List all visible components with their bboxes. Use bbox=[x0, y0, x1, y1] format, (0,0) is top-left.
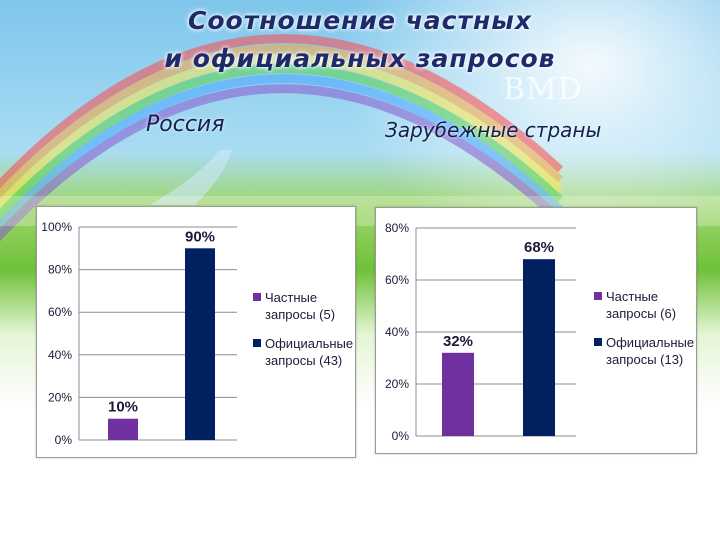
russia-y-tick-label: 40% bbox=[48, 348, 72, 362]
russia-y-tick-label: 60% bbox=[48, 305, 72, 319]
russia-bar-official bbox=[185, 248, 215, 440]
legend-label-official-line-2: запросы (43) bbox=[265, 353, 343, 368]
russia-y-tick-label: 80% bbox=[48, 263, 72, 277]
foreign-chart-panel: 0% 20% 40% 60% 80% 32% 68% Частные запросы (6)… bbox=[375, 207, 697, 454]
foreign-y-tick-label: 60% bbox=[385, 273, 409, 287]
foreign-bar-official bbox=[523, 259, 555, 436]
legend-label-private-line-1: Частные bbox=[606, 289, 659, 304]
foreign-y-tick-label: 80% bbox=[385, 221, 409, 235]
russia-bar-chart: 0% 20% 40% 60% 80% 100% 10% 90% bbox=[41, 220, 237, 447]
slide-title-line-1: Соотношение частных bbox=[188, 6, 532, 35]
russia-data-label: 90% bbox=[185, 228, 215, 245]
foreign-y-tick-label: 20% bbox=[385, 377, 409, 391]
legend-label-official-line-1: Официальные bbox=[265, 336, 354, 351]
legend-swatch-official bbox=[253, 339, 261, 347]
foreign-y-tick-label: 0% bbox=[392, 429, 410, 443]
legend-item-private: Частные запросы (6) bbox=[594, 288, 694, 322]
foreign-data-label: 32% bbox=[443, 333, 473, 350]
legend-item-official: Официальные запросы (13) bbox=[594, 334, 694, 368]
foreign-data-label: 68% bbox=[524, 239, 554, 256]
legend-item-private: Частные запросы (5) bbox=[253, 289, 353, 323]
legend-swatch-official bbox=[594, 338, 602, 346]
russia-y-tick-label: 0% bbox=[55, 433, 73, 447]
legend-label-private-line-2: запросы (6) bbox=[606, 306, 677, 321]
russia-data-label: 10% bbox=[108, 399, 138, 416]
legend-label-private-line-2: запросы (5) bbox=[265, 307, 336, 322]
legend-label-official-line-1: Официальные bbox=[606, 335, 695, 350]
russia-subtitle: Россия bbox=[146, 112, 225, 137]
legend-item-official: Официальные запросы (43) bbox=[253, 335, 353, 369]
bmd-logo: BMD bbox=[503, 72, 583, 107]
foreign-countries-subtitle: Зарубежные страны bbox=[385, 118, 602, 142]
legend-swatch-private bbox=[594, 292, 602, 300]
foreign-bar-chart: 0% 20% 40% 60% 80% 32% 68% bbox=[385, 221, 576, 443]
russia-y-tick-label: 20% bbox=[48, 390, 72, 404]
slide-title-line-2: и официальных запросов bbox=[164, 44, 556, 73]
foreign-bar-private bbox=[442, 352, 474, 436]
foreign-chart-legend: Частные запросы (6) Официальные запросы … bbox=[594, 288, 694, 380]
legend-label-private-line-1: Частные bbox=[265, 290, 318, 305]
russia-bar-private bbox=[108, 418, 138, 440]
legend-label-official-line-2: запросы (13) bbox=[606, 352, 684, 367]
russia-chart-panel: 0% 20% 40% 60% 80% 100% 10% 90% Частные запросы… bbox=[36, 206, 356, 458]
russia-chart-legend: Частные запросы (5) Официальные запросы … bbox=[253, 289, 353, 381]
russia-y-tick-label: 100% bbox=[41, 220, 72, 234]
legend-swatch-private bbox=[253, 293, 261, 301]
foreign-y-tick-label: 40% bbox=[385, 325, 409, 339]
